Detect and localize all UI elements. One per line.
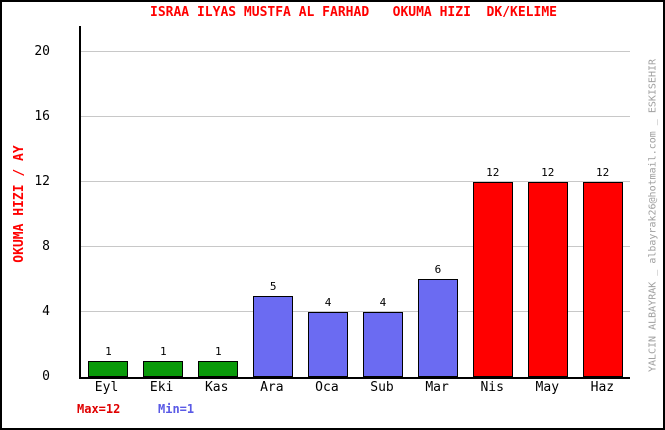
bar-kas [198, 361, 239, 377]
chart-title: ISRAA ILYAS MUSTFA AL FARHAD OKUMA HIZI … [150, 5, 557, 20]
bar-value-label: 6 [434, 263, 442, 276]
y-tick-label-4: 4 [42, 304, 50, 319]
watermark: YALCIN ALBAYRAK _ albayrak26@hotmail.com… [647, 58, 659, 373]
bar-slot-haz: 12 [575, 26, 630, 377]
x-category-label-ara: Ara [260, 380, 284, 395]
max-label: Max=12 [77, 402, 121, 416]
bar-slot-mar: 6 [410, 26, 465, 377]
bar-mar [417, 279, 458, 377]
y-axis-tick-labels: 0 4 8 12 16 20 [2, 26, 50, 384]
bar-eyl [88, 361, 129, 377]
bar-slot-eyl: 1 [81, 26, 136, 377]
gridline-12 [81, 181, 630, 182]
bar-value-label: 12 [595, 166, 610, 179]
y-tick-label-12: 12 [34, 174, 50, 189]
y-tick-label-0: 0 [42, 369, 50, 384]
x-category-label-eyl: Eyl [94, 380, 119, 395]
bar-nis [472, 182, 513, 377]
x-category-label-may: May [535, 380, 560, 395]
bar-slot-ara: 5 [246, 26, 301, 377]
bar-sub [362, 312, 403, 377]
bar-value-label: 1 [214, 345, 222, 358]
bar-value-label: 1 [105, 345, 112, 358]
bar-slot-oca: 4 [301, 26, 356, 377]
y-tick-label-8: 8 [42, 239, 50, 254]
x-axis-labels: Eyl Eki Kas Ara Oca Sub Mar Nis May Haz [79, 380, 630, 395]
gridline-4 [81, 311, 630, 312]
min-label: Min=1 [158, 402, 195, 416]
x-category-label-oca: Oca [315, 380, 339, 395]
bar-ara [253, 296, 294, 377]
bar-value-label: 12 [486, 166, 500, 179]
bar-slot-sub: 4 [356, 26, 411, 377]
x-category-label-kas: Kas [204, 380, 229, 395]
gridline-16 [81, 116, 630, 117]
bar-oca [308, 312, 349, 377]
x-category-label-eki: Eki [149, 380, 174, 395]
bar-may [527, 182, 568, 377]
bar-slot-eki: 1 [136, 26, 191, 377]
x-category-label-haz: Haz [590, 380, 615, 395]
x-category-label-sub: Sub [370, 380, 394, 395]
gridline-8 [81, 246, 630, 247]
x-category-label-mar: Mar [425, 380, 449, 395]
gridlines [81, 26, 630, 377]
bar-slot-kas: 1 [191, 26, 246, 377]
bar-eki [143, 361, 184, 377]
y-tick-label-16: 16 [34, 109, 50, 124]
plot-area: 1 1 1 5 4 4 6 12 12 12 [79, 26, 630, 379]
bar-slot-may: 12 [520, 26, 575, 377]
x-category-label-nis: Nis [480, 380, 504, 395]
bar-haz [582, 182, 623, 377]
gridline-20 [81, 51, 630, 52]
bars: 1 1 1 5 4 4 6 12 12 12 [81, 26, 630, 377]
bar-slot-nis: 12 [465, 26, 520, 377]
bar-value-label: 12 [541, 166, 555, 179]
y-tick-label-20: 20 [34, 44, 50, 59]
bar-value-label: 5 [269, 280, 277, 293]
bar-value-label: 4 [324, 296, 332, 309]
bar-value-label: 4 [379, 296, 387, 309]
bar-value-label: 1 [160, 345, 167, 358]
